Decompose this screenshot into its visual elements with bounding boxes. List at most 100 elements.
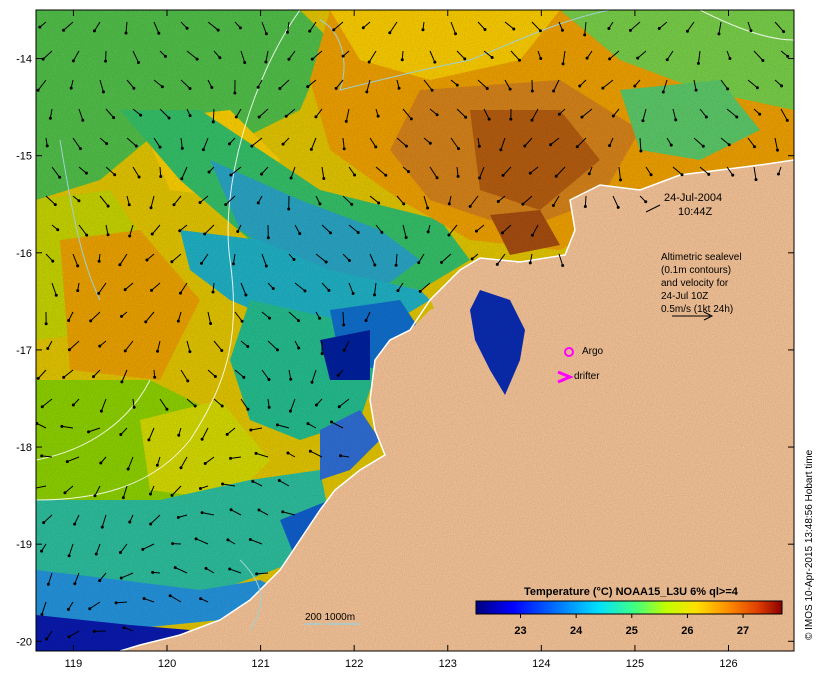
- velocity-arrow-head: [46, 346, 50, 350]
- velocity-arrow-head: [134, 144, 138, 148]
- velocity-arrow-head: [203, 232, 207, 236]
- velocity-arrow-head: [782, 30, 786, 34]
- velocity-arrow: [637, 50, 647, 59]
- velocity-arrow-head: [485, 86, 489, 90]
- velocity-arrow: [36, 422, 47, 429]
- velocity-arrow: [41, 398, 53, 408]
- sealevel-contours: [36, 10, 794, 501]
- velocity-arrow: [366, 79, 371, 93]
- velocity-arrow-head: [92, 29, 96, 33]
- velocity-arrow-head: [286, 30, 290, 34]
- velocity-arrow-head: [318, 316, 322, 320]
- velocity-arrow: [576, 137, 587, 148]
- velocity-arrow: [502, 166, 512, 176]
- velocity-arrow-head: [396, 289, 400, 293]
- velocity-arrow-head: [328, 231, 332, 235]
- velocity-arrow-head: [194, 537, 198, 541]
- velocity-arrow-head: [560, 28, 564, 32]
- velocity-arrow: [524, 137, 533, 147]
- velocity-arrow-head: [470, 257, 474, 261]
- velocity-arrow: [153, 21, 160, 34]
- velocity-arrow-head: [132, 405, 136, 409]
- velocity-arrow-head: [77, 199, 81, 203]
- velocity-arrow-head: [530, 89, 534, 93]
- velocity-arrow: [522, 195, 533, 205]
- velocity-arrow: [315, 253, 327, 263]
- velocity-arrow-head: [98, 579, 102, 583]
- velocity-arrow-head: [73, 582, 77, 586]
- velocity-arrow: [171, 253, 182, 263]
- velocity-arrow-head: [36, 88, 40, 92]
- velocity-arrow-head: [761, 58, 765, 62]
- velocity-arrow-head: [204, 566, 208, 570]
- velocity-arrow: [72, 50, 80, 62]
- altimetry-line: (0.1m contours): [661, 265, 731, 276]
- velocity-arrow: [204, 224, 215, 235]
- velocity-arrow-head: [758, 112, 762, 116]
- velocity-arrow-head: [478, 176, 482, 180]
- time-label: 10:44Z: [678, 206, 713, 218]
- velocity-arrow-head: [754, 178, 758, 182]
- velocity-arrow-head: [665, 58, 669, 62]
- velocity-arrow: [177, 311, 182, 322]
- velocity-arrow-head: [310, 380, 314, 384]
- velocity-arrow: [46, 630, 53, 640]
- velocity-arrow-head: [136, 60, 140, 64]
- velocity-arrow-head: [275, 423, 279, 427]
- velocity-arrow-head: [608, 144, 612, 148]
- velocity-arrow-head: [171, 542, 175, 546]
- velocity-arrow: [119, 253, 128, 266]
- bathymetry-label: 200 1000m: [305, 612, 355, 623]
- velocity-arrow-head: [324, 260, 328, 264]
- velocity-arrow-head: [649, 173, 653, 177]
- velocity-arrow-head: [281, 510, 285, 514]
- velocity-arrow: [531, 21, 541, 32]
- velocity-arrow-head: [278, 86, 282, 90]
- velocity-arrow-head: [397, 86, 401, 90]
- velocity-arrow-head: [120, 380, 124, 384]
- velocity-arrow: [132, 50, 139, 63]
- velocity-arrow: [602, 79, 614, 89]
- velocity-arrow-head: [435, 113, 439, 117]
- velocity-arrow-head: [81, 118, 85, 122]
- velocity-arrow-head: [367, 60, 371, 64]
- velocity-arrow-head: [554, 174, 558, 178]
- velocity-arrow: [153, 79, 163, 88]
- velocity-arrow-head: [267, 378, 271, 382]
- velocity-arrow-head: [717, 32, 721, 36]
- velocity-arrow-head: [275, 348, 279, 352]
- velocity-arrow: [562, 50, 566, 64]
- velocity-arrow-head: [145, 258, 149, 262]
- velocity-arrow: [68, 630, 80, 638]
- velocity-arrow: [321, 224, 331, 234]
- velocity-arrow-head: [561, 62, 565, 66]
- velocity-arrow: [348, 224, 359, 233]
- velocity-arrow: [148, 427, 155, 441]
- velocity-arrow: [105, 166, 116, 176]
- velocity-arrow: [101, 514, 107, 528]
- velocity-arrow-head: [435, 176, 439, 180]
- velocity-arrow-head: [119, 433, 123, 437]
- velocity-arrow: [125, 21, 128, 33]
- velocity-arrow-head: [170, 493, 174, 497]
- velocity-arrow-head: [99, 409, 103, 413]
- velocity-arrow-head: [277, 479, 281, 483]
- velocity-arrow: [186, 50, 198, 60]
- velocity-arrow: [186, 398, 196, 407]
- velocity-arrow: [612, 195, 619, 208]
- velocity-arrow-head: [199, 261, 203, 265]
- velocity-arrow: [423, 195, 429, 209]
- velocity-arrow-head: [158, 145, 162, 149]
- velocity-arrow-head: [523, 144, 527, 148]
- velocity-arrow-head: [726, 87, 730, 91]
- velocity-arrow-head: [561, 264, 565, 268]
- velocity-arrow-head: [611, 114, 615, 118]
- velocity-arrow: [63, 369, 74, 378]
- velocity-arrow-head: [155, 463, 159, 467]
- velocity-arrow: [212, 108, 215, 122]
- velocity-arrow-head: [298, 232, 302, 236]
- velocity-arrow: [342, 137, 345, 149]
- velocity-arrow: [483, 108, 490, 120]
- velocity-arrow: [129, 224, 134, 237]
- velocity-arrow-head: [309, 147, 313, 151]
